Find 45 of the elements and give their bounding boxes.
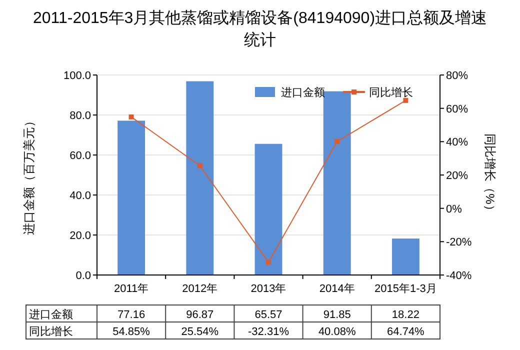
- x-tick-label: 2015年1-3月: [374, 283, 437, 295]
- legend-label: 进口金额: [281, 86, 325, 99]
- legend-label: 同比增长: [369, 86, 413, 99]
- point: [197, 163, 202, 168]
- y2-tick-label: -20%: [446, 236, 472, 249]
- bar: [254, 144, 282, 275]
- data-label: 91.85: [323, 309, 351, 321]
- x-tick-label: 2013年: [250, 283, 286, 295]
- y-tick-label: 60.0: [70, 150, 91, 162]
- x-tick-label: 2012年: [182, 283, 218, 295]
- bar: [323, 91, 351, 275]
- point: [128, 114, 134, 120]
- data-label: 54.85%: [112, 326, 150, 338]
- bar: [118, 120, 146, 275]
- data-label: 18.22: [392, 309, 420, 321]
- y2-tick-label: 40%: [446, 136, 468, 149]
- data-label: 25.54%: [181, 326, 219, 338]
- y-tick-label: 80.0: [70, 110, 91, 122]
- y2-axis-title: 同比增长（%）: [483, 134, 497, 216]
- y-tick-label: 40.0: [70, 190, 91, 202]
- chart-title: 2011-2015年3月其他蒸馏或精馏设备(84194090)进口总额及增速统计: [32, 8, 488, 51]
- data-label: 77.16: [118, 309, 146, 321]
- y2-tick-label: 0%: [446, 203, 462, 216]
- data-label: -32.31%: [248, 326, 290, 338]
- bar: [392, 238, 420, 275]
- y-tick-label: 100.0: [63, 70, 91, 82]
- y2-tick-label: -40%: [446, 270, 472, 282]
- data-label: 64.74%: [387, 326, 425, 338]
- y2-tick-label: 80%: [446, 70, 468, 82]
- data-label: 40.08%: [318, 326, 356, 338]
- y2-tick-label: 60%: [446, 103, 468, 116]
- x-tick-label: 2011年: [114, 283, 149, 295]
- point: [403, 98, 408, 103]
- y-tick-label: 0.0: [76, 270, 91, 282]
- data-label: 96.87: [186, 309, 214, 321]
- text: 同比增长: [29, 326, 73, 338]
- y-axis-title: 进口金额（百万美元）: [22, 115, 36, 235]
- x-tick-label: 2014年: [319, 283, 355, 295]
- point: [334, 139, 340, 144]
- point: [266, 260, 271, 265]
- y-tick-label: 20.0: [70, 230, 91, 242]
- y2-tick-label: 20%: [446, 170, 468, 182]
- data-label: 65.57: [254, 309, 282, 321]
- text: 进口金额: [29, 309, 73, 321]
- bar: [186, 81, 214, 275]
